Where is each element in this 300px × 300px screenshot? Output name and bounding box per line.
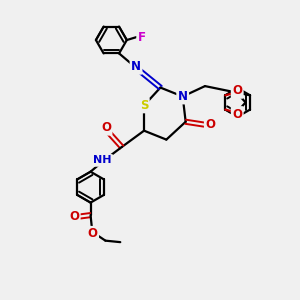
Text: N: N <box>178 90 188 103</box>
Text: O: O <box>232 107 242 121</box>
Text: O: O <box>101 121 111 134</box>
Text: S: S <box>140 99 148 112</box>
Text: O: O <box>69 210 79 223</box>
Text: O: O <box>88 227 98 240</box>
Text: O: O <box>205 118 215 131</box>
Text: NH: NH <box>93 155 112 165</box>
Text: F: F <box>138 31 146 44</box>
Text: O: O <box>232 84 242 98</box>
Text: N: N <box>131 60 141 73</box>
